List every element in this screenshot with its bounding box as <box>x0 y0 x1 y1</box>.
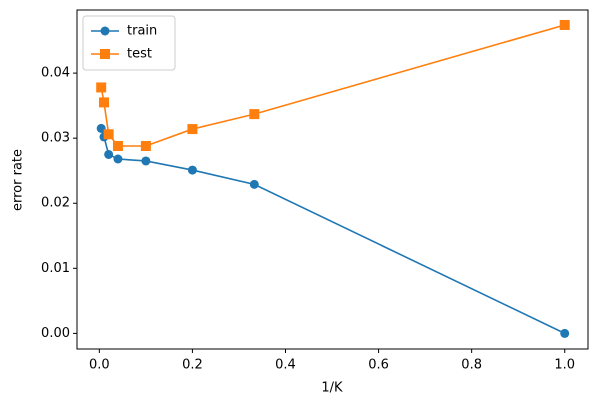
marker <box>249 179 259 189</box>
marker <box>104 149 114 159</box>
marker <box>249 109 260 120</box>
legend-label: train <box>127 24 157 39</box>
y-tick-label: 0.04 <box>41 66 70 81</box>
marker <box>560 328 570 338</box>
y-tick-label: 0.03 <box>41 131 70 146</box>
y-tick-label: 0.01 <box>41 261 70 276</box>
marker <box>98 97 109 108</box>
legend-marker <box>100 26 110 36</box>
legend-marker <box>100 49 110 59</box>
marker <box>103 129 114 140</box>
marker <box>187 124 198 135</box>
legend-label: test <box>127 47 152 62</box>
x-tick-label: 0.0 <box>89 358 110 373</box>
y-tick-label: 0.02 <box>41 196 70 211</box>
marker <box>112 140 123 151</box>
marker <box>559 19 570 30</box>
marker <box>113 154 123 164</box>
y-axis-label: error rate <box>11 149 26 211</box>
legend: train test <box>82 15 176 71</box>
x-tick-label: 0.4 <box>275 358 296 373</box>
x-tick-label: 0.6 <box>368 358 389 373</box>
marker <box>96 82 107 93</box>
marker <box>140 140 151 151</box>
y-tick-label: 0.00 <box>41 326 70 341</box>
x-tick-label: 0.2 <box>182 358 203 373</box>
plot-frame <box>76 9 589 350</box>
x-axis-label: 1/K <box>321 381 343 396</box>
x-tick-label: 0.8 <box>461 358 482 373</box>
marker <box>141 156 151 166</box>
marker <box>96 123 106 133</box>
series-line <box>100 24 565 147</box>
marker <box>187 165 197 175</box>
series-line <box>100 128 566 335</box>
x-tick-label: 1.0 <box>554 358 575 373</box>
